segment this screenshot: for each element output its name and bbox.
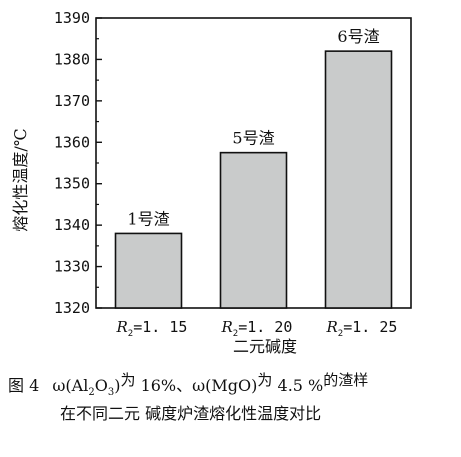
caption-pct-1: 16%、ω(MgO) bbox=[135, 376, 258, 395]
labels: 1320 1330 1340 1350 1360 1370 1380 1390 1号渣 R2=1.… bbox=[54, 9, 398, 339]
caption-pct-2: 4.5 % bbox=[272, 376, 324, 395]
figure-number: 图 4 bbox=[8, 376, 40, 395]
y-tick-label: 1380 bbox=[54, 50, 90, 68]
bars bbox=[114, 50, 393, 309]
figure-caption-line-1: 图 4 ω(Al2O3)为 16%、ω(MgO)为 4.5 %的渣样 bbox=[8, 371, 461, 398]
y-tick-label: 1390 bbox=[54, 9, 90, 27]
y-tick-label: 1330 bbox=[54, 258, 90, 276]
y-tick-label: 1360 bbox=[54, 133, 90, 151]
bar-label: 1号渣 bbox=[127, 209, 169, 228]
caption-tail: 的渣样 bbox=[323, 371, 369, 389]
bar bbox=[219, 151, 288, 309]
bar-label: 6号渣 bbox=[337, 27, 379, 46]
x-tick-label: R2=1. 25 bbox=[326, 318, 398, 339]
figure-caption-line-2: 在不同二元 碱度炉渣熔化性温度对比 bbox=[60, 404, 322, 423]
y-tick-label: 1370 bbox=[54, 92, 90, 110]
y-tick-label: 1340 bbox=[54, 216, 90, 234]
bar bbox=[324, 50, 393, 309]
caption-sub-3: 3 bbox=[107, 387, 115, 398]
x-tick-label: R2=1. 15 bbox=[116, 318, 188, 339]
caption-close-paren: ) bbox=[114, 376, 121, 395]
y-tick-label: 1350 bbox=[54, 175, 90, 193]
x-axis-title: 二元碱度 bbox=[233, 337, 297, 356]
y-tick-label: 1320 bbox=[54, 299, 90, 317]
bar-label: 5号渣 bbox=[232, 129, 274, 148]
y-axis-title: 熔化性温度/℃ bbox=[11, 128, 30, 231]
caption-wei-1: 为 bbox=[120, 371, 136, 389]
caption-sub-2: 2 bbox=[88, 387, 95, 398]
caption-omega-al: ω(Al bbox=[52, 376, 89, 395]
caption-o: O bbox=[94, 376, 108, 395]
caption-wei-2: 为 bbox=[257, 371, 273, 389]
x-tick-label: R2=1. 20 bbox=[221, 318, 293, 339]
bar-chart: 1320 1330 1340 1350 1360 1370 1380 1390 1号渣 R2=1.… bbox=[11, 9, 412, 356]
bar bbox=[114, 232, 183, 309]
